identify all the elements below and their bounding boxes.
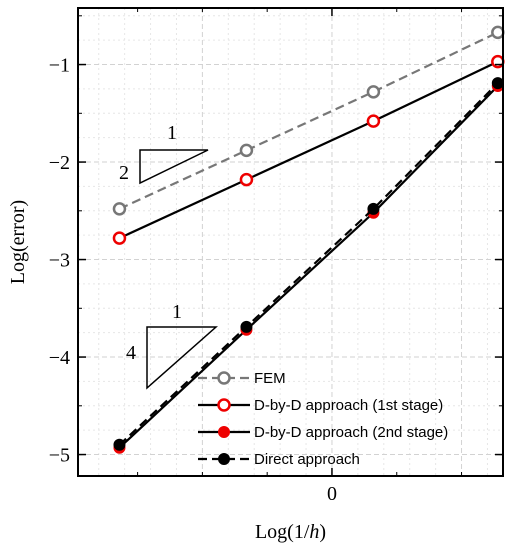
legend-label: D-by-D approach (2nd stage) bbox=[254, 424, 448, 441]
data-point bbox=[112, 202, 127, 216]
series-3 bbox=[113, 77, 504, 451]
data-point bbox=[239, 172, 254, 187]
legend: FEM D-by-D approach (1st stage) D-by-D app… bbox=[198, 370, 448, 468]
y-tick-label: −4 bbox=[49, 347, 70, 369]
data-point bbox=[113, 438, 126, 451]
axis-ticks: 0 −1 −2 −3 −4 −5 bbox=[49, 8, 503, 505]
legend-label: Direct approach bbox=[254, 451, 360, 468]
series-line bbox=[119, 60, 499, 240]
data-point bbox=[491, 77, 504, 90]
series-line bbox=[118, 85, 499, 449]
slope-triangle-2: 14 bbox=[126, 301, 218, 390]
legend-item-3: Direct approach bbox=[198, 451, 360, 468]
slope-run-label: 1 bbox=[167, 122, 177, 144]
slope-triangle-1: 12 bbox=[119, 122, 209, 185]
data-point bbox=[239, 143, 254, 158]
slope-rise-label: 4 bbox=[126, 342, 136, 364]
slope-run-label: 1 bbox=[172, 301, 182, 323]
x-axis-label-main: Log(1/ bbox=[255, 521, 310, 543]
plot-frame bbox=[77, 7, 504, 477]
legend-item-1: D-by-D approach (1st stage) bbox=[198, 397, 443, 414]
x-tick-label: 0 bbox=[327, 483, 337, 505]
legend-marker bbox=[218, 426, 230, 438]
y-tick-label: −3 bbox=[49, 250, 70, 272]
data-point bbox=[367, 202, 380, 215]
legend-label: D-by-D approach (1st stage) bbox=[254, 397, 443, 414]
grid bbox=[78, 8, 503, 476]
data-point bbox=[240, 320, 253, 333]
series-layer bbox=[112, 25, 505, 454]
legend-item-2: D-by-D approach (2nd stage) bbox=[198, 424, 448, 441]
x-axis-label: Log(1/h) bbox=[255, 521, 326, 543]
series-1 bbox=[112, 54, 505, 245]
y-axis-label: Log(error) bbox=[7, 200, 29, 284]
legend-marker bbox=[217, 398, 231, 412]
x-axis-label-variable: h bbox=[309, 521, 319, 543]
data-point bbox=[112, 231, 127, 245]
y-tick-label: −1 bbox=[49, 55, 70, 77]
slope-rise-label: 2 bbox=[119, 162, 129, 184]
slope-triangle-shape bbox=[139, 149, 209, 185]
x-axis-label-end: ) bbox=[319, 521, 326, 543]
y-tick-label: −2 bbox=[49, 152, 70, 174]
data-point bbox=[366, 114, 381, 128]
slope-triangle-shape bbox=[146, 326, 218, 390]
series-line bbox=[118, 82, 499, 446]
legend-marker bbox=[218, 453, 230, 465]
legend-marker bbox=[217, 371, 231, 385]
data-point bbox=[491, 25, 505, 40]
data-point bbox=[491, 54, 505, 69]
data-point bbox=[366, 85, 381, 99]
series-0 bbox=[112, 25, 505, 216]
legend-item-0: FEM bbox=[198, 370, 286, 387]
y-tick-label: −5 bbox=[49, 445, 70, 467]
legend-label: FEM bbox=[254, 370, 286, 387]
